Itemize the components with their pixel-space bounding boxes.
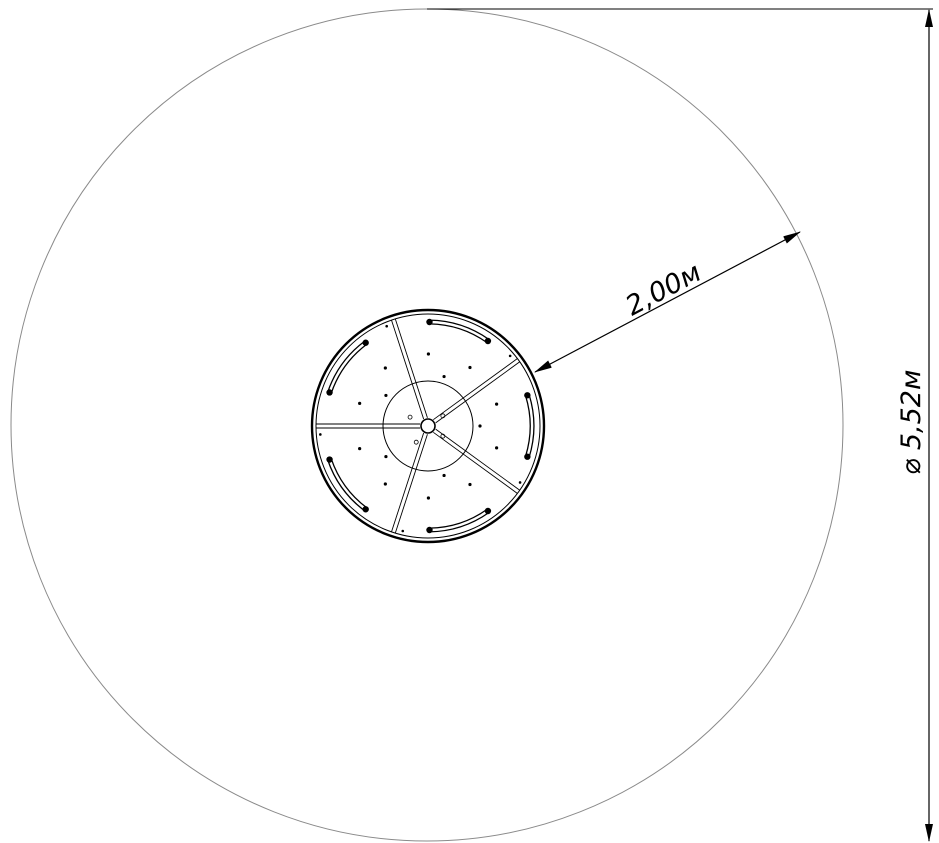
bolt-10 [383, 482, 387, 486]
handle-mount-3-1 [524, 392, 531, 399]
handles [326, 318, 535, 534]
diameter-dimension: ⌀ 5,52м [427, 8, 933, 842]
handle-bar-inner-4 [428, 509, 490, 532]
hub-hole-24 [407, 414, 413, 420]
hub-hole-21 [440, 413, 446, 419]
handle-mount-5-1 [362, 506, 369, 513]
bolt-9 [426, 496, 431, 500]
bolt-20 [319, 433, 322, 436]
spoke-2 [391, 319, 425, 420]
bolt-3 [383, 366, 387, 370]
bolts [319, 324, 522, 533]
central-hub-disc [382, 380, 474, 472]
handle-mount-4-1 [484, 507, 492, 515]
spoke-3 [435, 361, 521, 424]
handle-mount-2-1 [426, 318, 433, 326]
handle-mount-2-2 [484, 337, 492, 345]
bolt-13 [442, 374, 446, 379]
bolt-14 [508, 354, 512, 358]
handle-mount-3-2 [524, 453, 531, 460]
spoke-4 [433, 431, 518, 494]
platform-outer-edge [310, 308, 546, 544]
bolt-8 [468, 482, 472, 487]
hub-hole-23 [413, 439, 419, 445]
handle-bar-inner-3 [526, 394, 534, 458]
handle-bar-inner-5 [328, 458, 367, 511]
bolt-19 [384, 454, 388, 459]
handle-bar-inner-2 [428, 320, 490, 343]
bolt-4 [426, 352, 431, 356]
platform-inner-edge [315, 313, 541, 539]
handle-bar-1 [327, 340, 369, 395]
radius-label: 2,00м [621, 257, 707, 322]
radius-dimension-line [534, 231, 801, 373]
spoke-2 [394, 318, 428, 418]
handle-mount-4-2 [426, 526, 433, 534]
bolt-11 [384, 393, 388, 398]
spokes [316, 318, 521, 534]
diameter-label: ⌀ 5,52м [896, 370, 927, 475]
bolt-18 [401, 529, 405, 533]
handle-bar-inner-1 [328, 341, 367, 394]
handle-mount-1-2 [362, 339, 369, 346]
bolt-17 [442, 473, 446, 478]
spoke-3 [433, 358, 518, 421]
bolt-15 [478, 424, 482, 428]
spoke-4 [435, 428, 521, 491]
bolt-2 [358, 401, 362, 405]
carousel-top-view [310, 308, 546, 544]
bolt-12 [385, 324, 388, 328]
bolt-6 [495, 402, 499, 406]
handle-bar-5 [327, 457, 369, 512]
bolt-5 [468, 365, 472, 370]
center-post [420, 418, 436, 434]
hub-hole-22 [440, 433, 446, 439]
handle-bar-4 [426, 508, 491, 533]
bolt-16 [518, 481, 522, 484]
handle-bar-2 [426, 319, 491, 344]
bolt-7 [495, 446, 499, 450]
spoke-5 [391, 432, 425, 533]
radius-dimension: 2,00м [534, 231, 801, 373]
spoke-5 [394, 434, 428, 534]
bolt-1 [358, 447, 362, 451]
handle-mount-5-2 [326, 456, 333, 463]
handle-mount-1-1 [326, 389, 333, 396]
